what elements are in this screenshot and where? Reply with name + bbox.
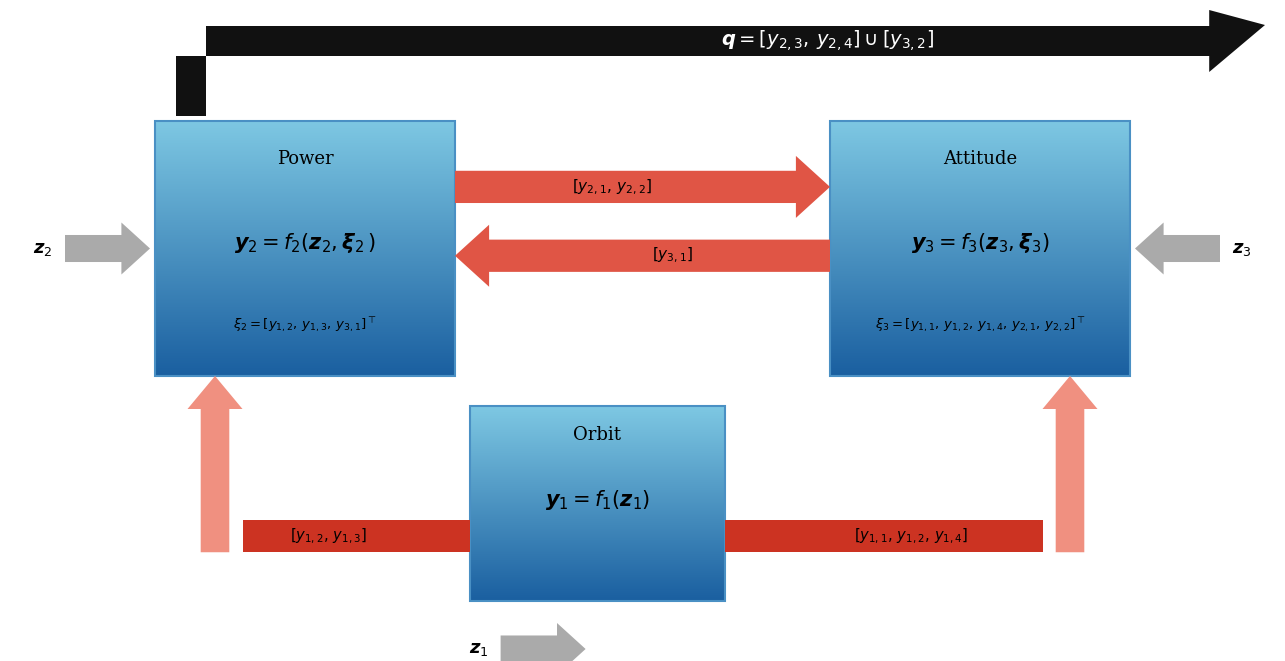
Polygon shape [66,223,150,274]
Text: Power: Power [276,150,333,169]
Bar [470,406,725,601]
Text: $\boldsymbol{y}_2 = f_2(\boldsymbol{z}_2,\boldsymbol{\xi}_2\,)$: $\boldsymbol{y}_2 = f_2(\boldsymbol{z}_2… [234,231,377,255]
Polygon shape [188,376,243,552]
Bar [830,121,1130,376]
Bar [725,520,1042,552]
Polygon shape [1042,376,1097,552]
Text: $\boldsymbol{z}_1$: $\boldsymbol{z}_1$ [469,640,488,658]
Text: $[y_{1,2},\,y_{1,3}]$: $[y_{1,2},\,y_{1,3}]$ [290,527,368,546]
Text: Orbit: Orbit [573,426,622,444]
Text: $\boldsymbol{z}_3$: $\boldsymbol{z}_3$ [1232,239,1252,258]
Text: $\boldsymbol{z}_2$: $\boldsymbol{z}_2$ [33,239,53,258]
Polygon shape [455,225,830,287]
Text: $\boldsymbol{y}_1 = f_1(\boldsymbol{z}_1)$: $\boldsymbol{y}_1 = f_1(\boldsymbol{z}_1… [545,488,650,512]
Text: $\xi_3 = [y_{1,1},\,y_{1,2},\,y_{1,4},\,y_{2,1},\,y_{2,2}]^{\top}$: $\xi_3 = [y_{1,1},\,y_{1,2},\,y_{1,4},\,… [875,315,1086,334]
Text: $[y_{2,1},\,y_{2,2}]$: $[y_{2,1},\,y_{2,2}]$ [573,177,653,196]
Bar [243,520,470,552]
Polygon shape [501,623,586,661]
Text: $\xi_2 = [y_{1,2},\,y_{1,3},\,y_{3,1}]^{\top}$: $\xi_2 = [y_{1,2},\,y_{1,3},\,y_{3,1}]^{… [233,315,377,334]
Text: $[y_{1,1},\,y_{1,2},\,y_{1,4}]$: $[y_{1,1},\,y_{1,2},\,y_{1,4}]$ [855,527,969,546]
Polygon shape [176,10,1264,116]
Text: $[y_{3,1}]$: $[y_{3,1}]$ [651,246,693,266]
Text: $\boldsymbol{y}_3 = f_3(\boldsymbol{z}_3,\boldsymbol{\xi}_3)$: $\boldsymbol{y}_3 = f_3(\boldsymbol{z}_3… [911,231,1050,255]
Polygon shape [1135,223,1219,274]
Bar [155,121,455,376]
Polygon shape [455,156,830,218]
Text: Attitude: Attitude [943,150,1016,169]
Text: $\boldsymbol{q} = [y_{2,3},\,y_{2,4}] \cup [y_{3,2}]$: $\boldsymbol{q} = [y_{2,3},\,y_{2,4}] \c… [721,28,934,54]
